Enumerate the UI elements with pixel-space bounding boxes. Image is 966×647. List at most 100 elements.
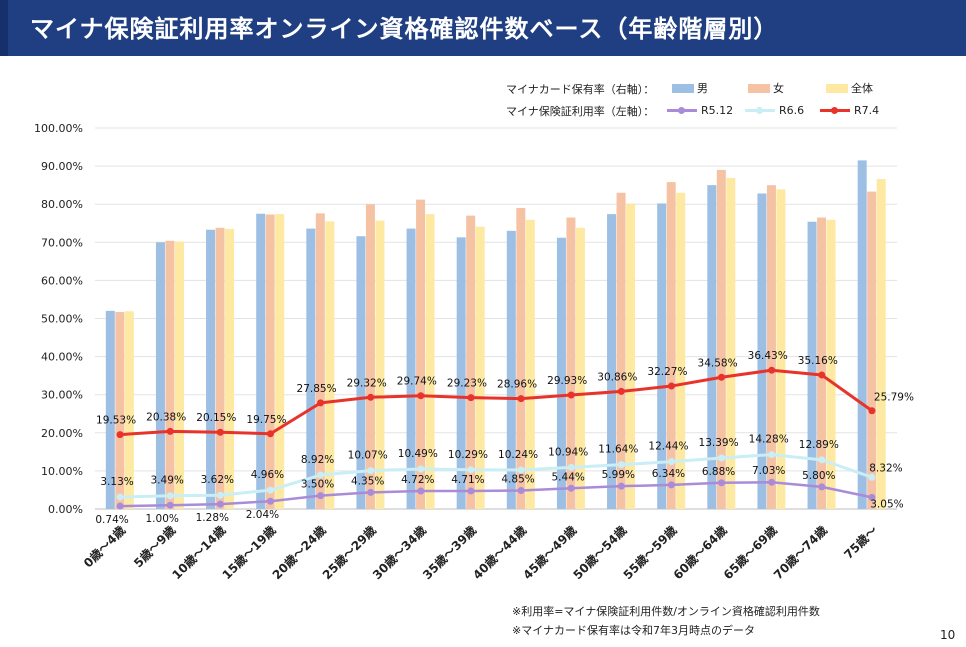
data-label-r74: 19.75% (246, 414, 286, 426)
series-marker-R5.12 (116, 502, 124, 510)
series-marker-R7.4 (617, 387, 625, 395)
series-marker-R7.4 (868, 407, 876, 415)
legend-line-group-label: マイナ保険証利用率（左軸）： (506, 105, 655, 118)
bar-女 (265, 214, 275, 509)
series-marker-R7.4 (667, 382, 675, 390)
bar-男 (256, 213, 266, 509)
series-marker-R6.6 (266, 486, 274, 494)
page-title: マイナ保険証利用率オンライン資格確認件数ベース（年齢階層別） (30, 15, 779, 43)
y-tick-label: 40.00% (41, 351, 83, 364)
series-marker-R5.12 (667, 481, 675, 489)
legend-label-female: 女 (773, 82, 784, 95)
series-marker-R7.4 (166, 427, 174, 435)
series-marker-R5.12 (718, 479, 726, 487)
data-label-r66: 11.64% (598, 444, 638, 456)
data-label-r74: 34.58% (698, 357, 738, 369)
data-label-r66: 8.32% (869, 462, 902, 474)
series-marker-R5.12 (567, 484, 575, 492)
series-marker-R5.12 (266, 497, 274, 505)
series-marker-R7.4 (467, 394, 475, 402)
series-marker-R6.6 (617, 461, 625, 469)
data-label-r512: 6.88% (702, 466, 735, 478)
data-label-r512: 3.50% (301, 479, 334, 491)
bar-全体 (275, 214, 285, 509)
y-tick-label: 30.00% (41, 389, 83, 402)
y-tick-label: 80.00% (41, 198, 83, 211)
data-label-r74: 29.23% (447, 378, 487, 390)
legend-label-r512: R5.12 (701, 104, 734, 117)
series-line-R5.12 (120, 480, 873, 508)
data-label-r66: 10.29% (448, 449, 488, 461)
y-tick-label: 90.00% (41, 160, 83, 173)
bar-全体 (876, 179, 886, 509)
data-label-r66: 14.28% (749, 434, 789, 446)
bar-全体 (225, 228, 235, 509)
data-label-r512: 3.05% (870, 498, 903, 510)
series-marker-R6.6 (667, 458, 675, 466)
legend-label-r66: R6.6 (779, 104, 805, 117)
bar-女 (215, 227, 225, 509)
bar-男 (206, 229, 216, 510)
y-tick-label: 50.00% (41, 313, 83, 326)
bar-全体 (525, 219, 535, 510)
data-label-r74: 36.43% (748, 350, 788, 362)
series-marker-R6.6 (166, 492, 174, 500)
note-usage-rate: ※利用率=マイナ保険証利用件数/オンライン資格確認利用件数 (512, 605, 820, 618)
bar-全体 (826, 219, 836, 510)
x-tick-label: 0歳～4歳 (80, 523, 128, 571)
bar-男 (607, 214, 617, 509)
series-marker-R5.12 (818, 483, 826, 491)
y-tick-label: 100.00% (34, 122, 83, 135)
series-marker-R7.4 (718, 373, 726, 381)
bar-全体 (425, 214, 435, 509)
bar-女 (466, 215, 476, 509)
data-label-r66: 3.49% (151, 475, 184, 487)
series-marker-R6.6 (818, 456, 826, 464)
data-label-r66: 3.13% (100, 476, 133, 488)
bar-全体 (124, 311, 134, 509)
series-marker-R5.12 (367, 488, 375, 496)
data-label-r74: 20.15% (196, 412, 236, 424)
data-label-r512: 4.72% (401, 474, 434, 486)
data-label-r512: 5.80% (802, 470, 835, 482)
data-label-r74: 20.38% (146, 411, 186, 423)
data-label-r74: 19.53% (96, 415, 136, 427)
bar-男 (406, 228, 416, 510)
series-marker-R7.4 (567, 391, 575, 399)
data-label-r74: 29.93% (547, 375, 587, 387)
series-marker-R7.4 (367, 393, 375, 401)
data-label-r512: 5.99% (602, 469, 635, 481)
series-marker-R5.12 (317, 492, 325, 500)
x-tick-label: 5歳～9歳 (130, 523, 178, 571)
series-marker-R6.6 (417, 465, 425, 473)
data-label-r66: 10.24% (498, 449, 538, 461)
data-label-r74: 35.16% (798, 355, 838, 367)
legend-bar-group-label: マイナカード保有率（右軸）： (506, 83, 655, 96)
series-marker-R5.12 (768, 478, 776, 486)
data-label-r74: 32.27% (647, 366, 687, 378)
series-marker-R7.4 (818, 371, 826, 379)
series-line-R7.4 (119, 368, 873, 437)
legend-swatch-total (826, 84, 848, 93)
data-label-r512: 6.34% (652, 468, 685, 480)
data-label-r512: 2.04% (246, 509, 279, 521)
series-marker-R7.4 (216, 428, 224, 436)
data-label-r512: 0.74% (95, 514, 128, 526)
legend-marker-r74 (831, 107, 838, 114)
note-card-ownership: ※マイナカード保有率は令和7年3月時点のデータ (512, 624, 755, 637)
data-label-r74: 30.86% (597, 371, 637, 383)
bar-女 (115, 312, 125, 509)
bar-全体 (325, 221, 335, 509)
bar-全体 (726, 177, 736, 509)
legend-marker-r512 (678, 107, 685, 114)
series-marker-R5.12 (517, 487, 525, 495)
bar-女 (766, 185, 776, 509)
data-label-r66: 13.39% (699, 437, 739, 449)
bar-全体 (375, 220, 385, 509)
series-marker-R7.4 (317, 399, 325, 407)
data-label-r66: 12.89% (799, 439, 839, 451)
bar-全体 (575, 227, 585, 509)
x-tick-label: 75歳～ (841, 523, 880, 562)
y-tick-label: 10.00% (41, 465, 83, 478)
